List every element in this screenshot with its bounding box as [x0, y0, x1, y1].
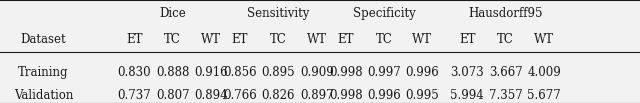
Text: Specificity: Specificity — [353, 7, 415, 20]
Text: 0.998: 0.998 — [329, 66, 362, 79]
Text: TC: TC — [376, 33, 392, 46]
Text: 0.995: 0.995 — [406, 89, 439, 102]
Text: TC: TC — [270, 33, 287, 46]
Text: 0.916: 0.916 — [195, 66, 228, 79]
Text: 0.766: 0.766 — [223, 89, 257, 102]
Text: TC: TC — [497, 33, 514, 46]
Text: WT: WT — [534, 33, 554, 46]
Text: ET: ET — [337, 33, 354, 46]
Text: 0.807: 0.807 — [156, 89, 189, 102]
Text: WT: WT — [307, 33, 327, 46]
Text: ET: ET — [459, 33, 476, 46]
Text: 3.667: 3.667 — [489, 66, 522, 79]
Text: 5.677: 5.677 — [527, 89, 561, 102]
Text: 0.888: 0.888 — [156, 66, 189, 79]
Text: ET: ET — [232, 33, 248, 46]
Text: WT: WT — [412, 33, 433, 46]
Text: WT: WT — [201, 33, 221, 46]
Text: 0.897: 0.897 — [300, 89, 333, 102]
Text: 0.895: 0.895 — [262, 66, 295, 79]
Text: Dice: Dice — [159, 7, 186, 20]
Text: 0.998: 0.998 — [329, 89, 362, 102]
Text: 4.009: 4.009 — [527, 66, 561, 79]
Text: 0.894: 0.894 — [195, 89, 228, 102]
Text: Training: Training — [19, 66, 68, 79]
Text: 5.994: 5.994 — [451, 89, 484, 102]
Text: ET: ET — [126, 33, 143, 46]
Text: Hausdorff95: Hausdorff95 — [468, 7, 543, 20]
Text: Sensitivity: Sensitivity — [247, 7, 310, 20]
Text: Validation: Validation — [14, 89, 73, 102]
Text: 0.996: 0.996 — [367, 89, 401, 102]
Text: 0.826: 0.826 — [262, 89, 295, 102]
Text: Dataset: Dataset — [20, 33, 67, 46]
Text: 0.856: 0.856 — [223, 66, 257, 79]
Text: 7.357: 7.357 — [489, 89, 522, 102]
Text: 0.737: 0.737 — [118, 89, 151, 102]
Text: TC: TC — [164, 33, 181, 46]
Text: 0.830: 0.830 — [118, 66, 151, 79]
Text: 0.997: 0.997 — [367, 66, 401, 79]
Text: 0.996: 0.996 — [406, 66, 439, 79]
Text: 3.073: 3.073 — [451, 66, 484, 79]
Text: 0.909: 0.909 — [300, 66, 333, 79]
